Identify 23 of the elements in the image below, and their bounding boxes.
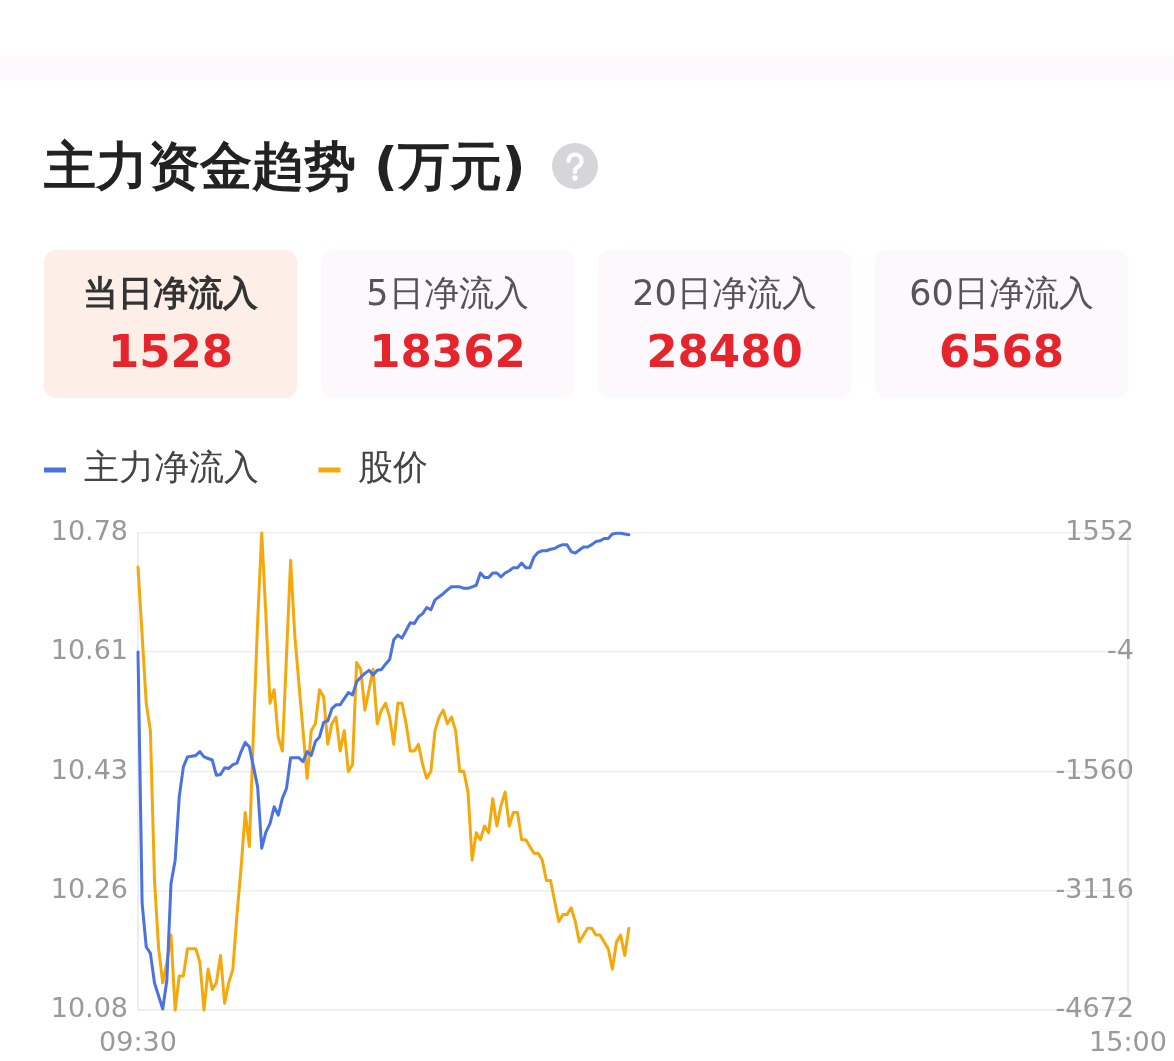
data-label: 18362 <box>368 325 527 378</box>
y2-tick-label: -4 <box>1107 634 1134 666</box>
data-label: 6568 <box>937 325 1066 378</box>
x-tick-label: 15:00 <box>1089 1026 1167 1058</box>
category-label: 20日净流入 <box>631 272 818 314</box>
y2-tick-label: 1552 <box>1065 515 1134 547</box>
data-label: 28480 <box>645 325 804 378</box>
y-tick-label: 10.43 <box>50 753 128 785</box>
y-tick-label: 10.26 <box>50 872 128 904</box>
y2-tick-label: -4672 <box>1055 992 1134 1024</box>
legend-label: 主力净流入 <box>83 447 259 488</box>
y-tick-label: 10.78 <box>50 515 128 547</box>
y2-tick-label: -3116 <box>1055 872 1134 904</box>
y2-tick-label: -1560 <box>1055 753 1134 785</box>
y-tick-label: 10.08 <box>50 992 128 1024</box>
category-label: 60日净流入 <box>908 272 1095 314</box>
data-label: 1528 <box>106 325 235 378</box>
text: 主力资金趋势 (万元) <box>44 136 526 196</box>
category-label: 当日净流入 <box>82 272 259 314</box>
x-tick-label: 09:30 <box>99 1026 177 1058</box>
y-tick-label: 10.61 <box>50 634 128 666</box>
category-label: 5日净流入 <box>365 272 530 314</box>
legend-label: 股价 <box>358 447 428 488</box>
